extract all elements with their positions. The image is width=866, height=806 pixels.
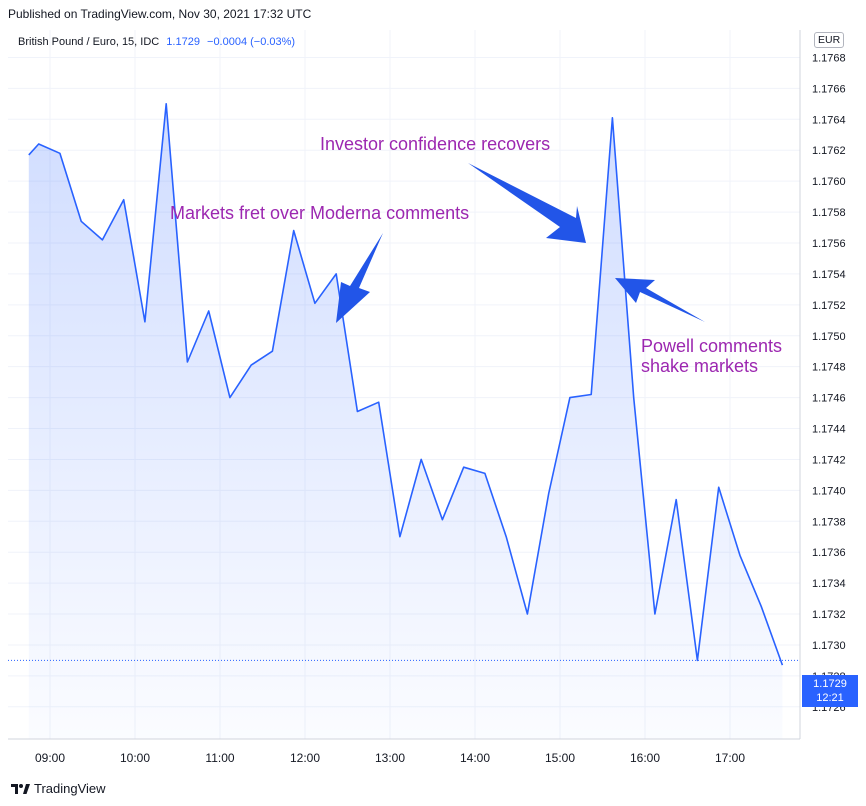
last-price-tag-value: 1.1729 [813,678,847,690]
price-area-fill [28,103,783,740]
time-axis[interactable]: 09:00 10:00 11:00 12:00 13:00 14:00 15:00 16:00… [35,751,745,765]
symbol-legend: British Pound / Euro, 15, IDC 1.1729 −0.… [18,36,295,48]
y-tick-label: 1.1748 [812,362,846,374]
y-tick-label: 1.1734 [812,578,846,590]
published-info: Published on TradingView.com, Nov 30, 20… [8,7,312,21]
brand-name: TradingView [34,781,106,796]
x-tick-label: 10:00 [120,751,150,765]
x-tick-label: 15:00 [545,751,575,765]
arrow-confidence [468,163,586,243]
chart-frame[interactable]: 1.17261.17281.17301.17321.17341.17361.17… [8,30,858,770]
y-tick-label: 1.1760 [812,176,846,188]
x-tick-label: 14:00 [460,751,490,765]
price-line [28,103,784,666]
y-tick-label: 1.1768 [812,52,846,64]
y-tick-label: 1.1750 [812,331,846,343]
y-tick-label: 1.1754 [812,269,846,281]
x-tick-label: 16:00 [630,751,660,765]
y-tick-label: 1.1764 [812,114,846,126]
x-tick-label: 09:00 [35,751,65,765]
footer: TradingView [10,781,106,796]
y-tick-label: 1.1738 [812,516,846,528]
annotation-powell: Powell comments shake markets [641,336,783,376]
y-tick-label: 1.1742 [812,454,846,466]
y-tick-label: 1.1746 [812,393,846,405]
x-tick-label: 13:00 [375,751,405,765]
y-tick-label: 1.1744 [812,424,846,436]
y-tick-label: 1.1752 [812,300,846,312]
last-price-tag: 1.1729 12:21 [802,675,858,707]
price-axis[interactable]: 1.17261.17281.17301.17321.17341.17361.17… [812,52,846,713]
x-tick-label: 12:00 [290,751,320,765]
price-change: −0.0004 (−0.03%) [207,36,296,48]
annotation-arrows [336,163,705,323]
x-tick-label: 11:00 [205,751,234,765]
x-tick-label: 17:00 [715,751,745,765]
arrow-powell [615,278,705,322]
annotation-confidence: Investor confidence recovers [320,134,551,154]
y-tick-label: 1.1732 [812,609,846,621]
y-tick-label: 1.1766 [812,83,846,95]
price-chart[interactable]: 1.17261.17281.17301.17321.17341.17361.17… [8,30,858,770]
y-tick-label: 1.1758 [812,207,846,219]
bar-countdown: 12:21 [816,692,844,704]
y-tick-label: 1.1756 [812,238,846,250]
y-tick-label: 1.1762 [812,145,846,157]
last-price: 1.1729 [166,36,200,48]
tradingview-logo-icon [11,783,30,794]
symbol-name: British Pound / Euro, 15, IDC [18,36,160,48]
y-tick-label: 1.1730 [812,640,846,652]
currency-label[interactable]: EUR [814,32,845,48]
annotation-moderna: Markets fret over Moderna comments [170,203,470,223]
arrow-moderna [336,233,383,323]
y-tick-label: 1.1740 [812,485,846,497]
y-tick-label: 1.1736 [812,547,846,559]
